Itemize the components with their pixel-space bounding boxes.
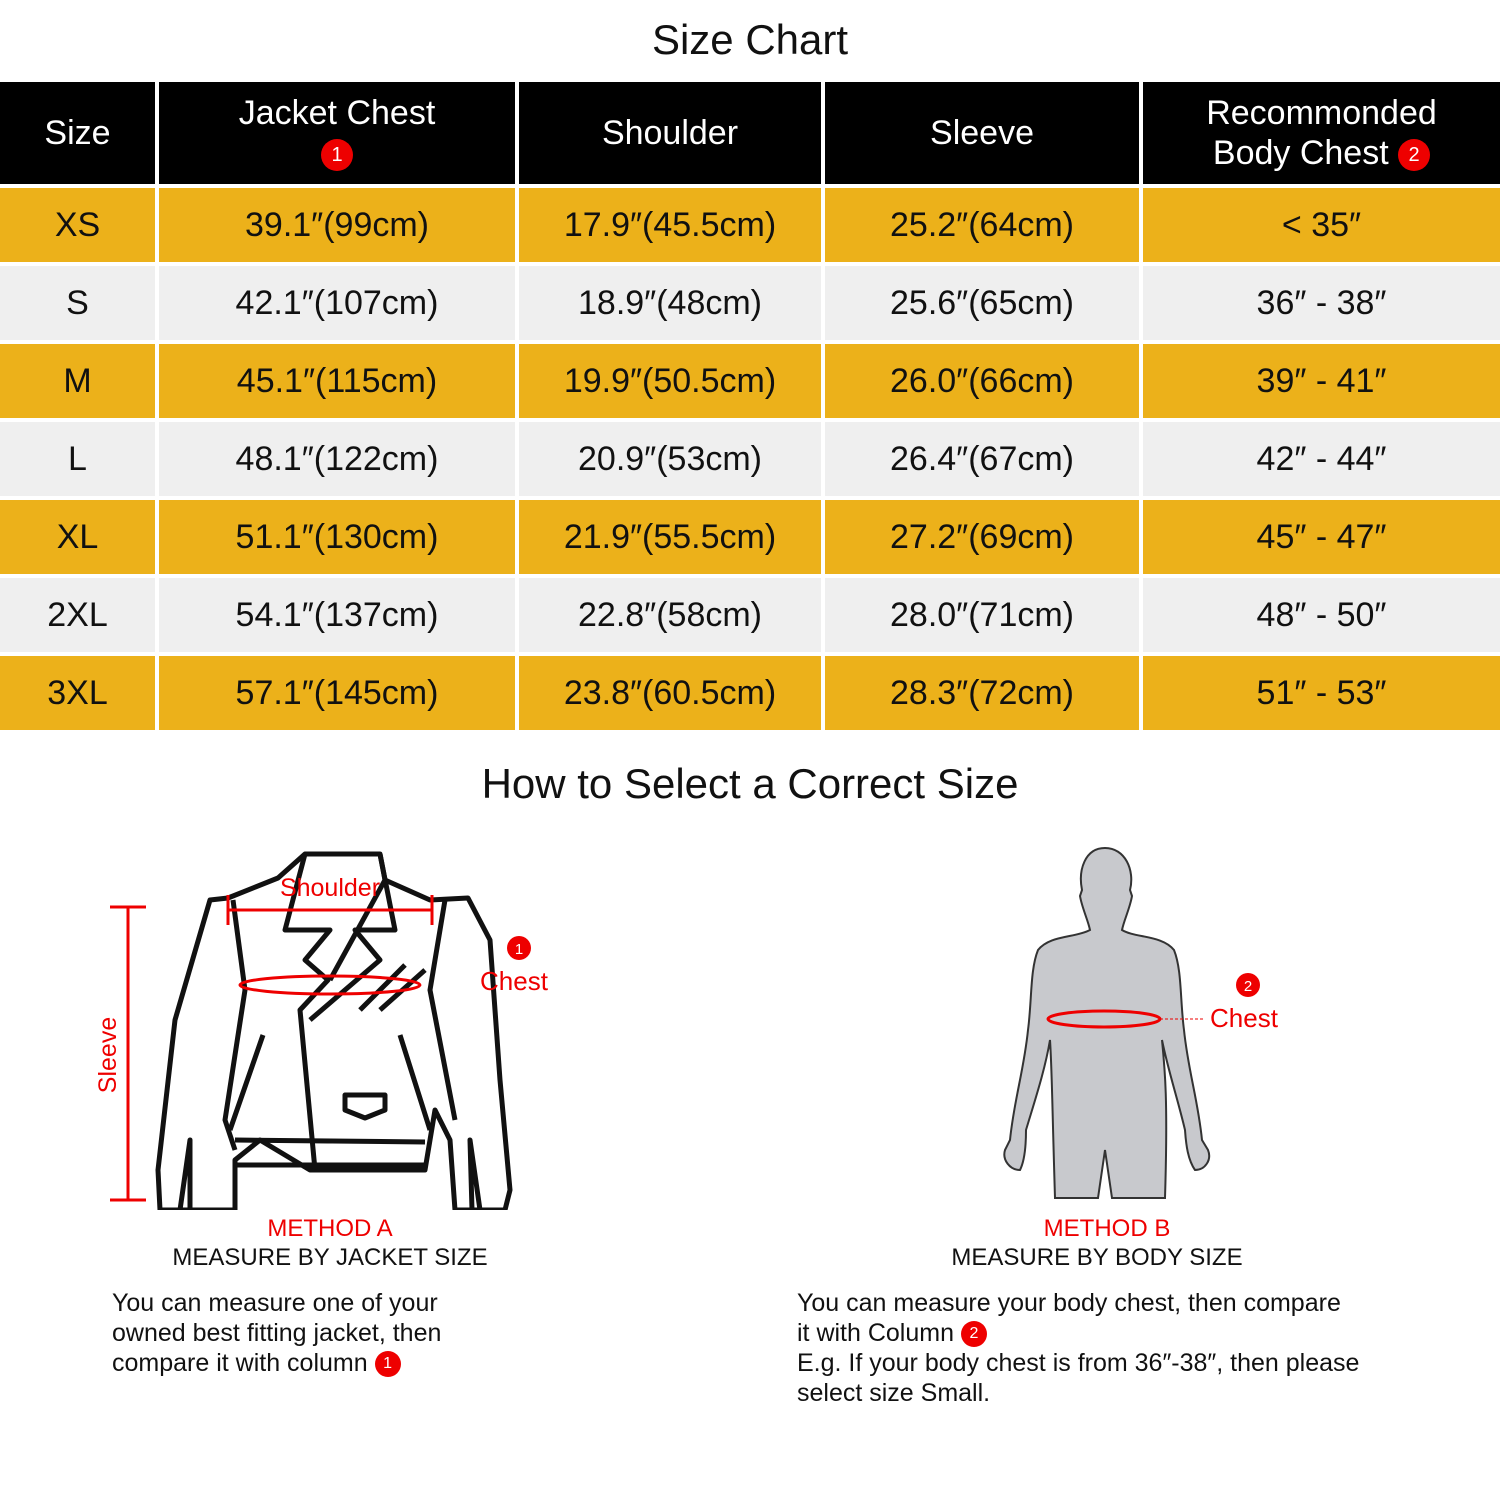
cell-size: XL <box>0 500 155 574</box>
method-a-desc-text: compare it with column <box>112 1349 368 1377</box>
cell-size: 2XL <box>0 578 155 652</box>
cell-body: < 35″ <box>1143 188 1500 262</box>
jacket-chest-label: Chest <box>480 966 549 996</box>
badge-1: 1 <box>374 1351 401 1378</box>
cell-sleeve: 26.4″(67cm) <box>825 422 1139 496</box>
page-title: Size Chart <box>651 16 849 63</box>
method-a-desc-line: compare it with column 1 <box>112 1348 441 1378</box>
guide-title: How to Select a Correct Size <box>481 760 1019 807</box>
method-b-title: METHOD B <box>1043 1215 1171 1242</box>
cell-shoulder: 20.9″(53cm) <box>519 422 821 496</box>
header-shoulder: Shoulder <box>519 82 821 184</box>
chest-measure-ellipse <box>238 974 422 996</box>
body-badge-text: 2 <box>1244 978 1252 995</box>
cell-body: 36″ - 38″ <box>1143 266 1500 340</box>
method-a-title: METHOD A <box>267 1215 393 1242</box>
cell-chest: 39.1″(99cm) <box>159 188 515 262</box>
header-size: Size <box>0 82 155 184</box>
table-row: XS 39.1″(99cm) 17.9″(45.5cm) 25.2″(64cm) < 3… <box>0 188 1500 262</box>
cell-chest: 57.1″(145cm) <box>159 656 515 730</box>
table-row: 2XL 54.1″(137cm) 22.8″(58cm) 28.0″(71cm) 48″… <box>0 578 1500 652</box>
cell-chest: 51.1″(130cm) <box>159 500 515 574</box>
cell-body: 42″ - 44″ <box>1143 422 1500 496</box>
method-b-desc-line: You can measure your body chest, then co… <box>797 1289 1341 1317</box>
table-row: L 48.1″(122cm) 20.9″(53cm) 26.4″(67cm) 42″ -… <box>0 422 1500 496</box>
cell-sleeve: 25.6″(65cm) <box>825 266 1139 340</box>
cell-sleeve: 26.0″(66cm) <box>825 344 1139 418</box>
cell-body: 45″ - 47″ <box>1143 500 1500 574</box>
cell-shoulder: 21.9″(55.5cm) <box>519 500 821 574</box>
table-row: M 45.1″(115cm) 19.9″(50.5cm) 26.0″(66cm) 39″… <box>0 344 1500 418</box>
cell-sleeve: 27.2″(69cm) <box>825 500 1139 574</box>
method-b-desc-line: E.g. If your body chest is from 36″-38″,… <box>797 1349 1360 1377</box>
body-chest-label: Chest <box>1210 1003 1279 1033</box>
cell-sleeve: 28.0″(71cm) <box>825 578 1139 652</box>
header-rec-line2: Body Chest <box>1212 134 1389 172</box>
method-b-desc-line: it with Column 2 <box>797 1318 1359 1348</box>
cell-size: L <box>0 422 155 496</box>
method-b-desc-text: it with Column <box>797 1319 954 1347</box>
badge-1-icon <box>507 936 531 960</box>
cell-body: 48″ - 50″ <box>1143 578 1500 652</box>
cell-shoulder: 22.8″(58cm) <box>519 578 821 652</box>
cell-shoulder: 23.8″(60.5cm) <box>519 656 821 730</box>
jacket-outline-icon <box>155 851 513 1210</box>
cell-chest: 45.1″(115cm) <box>159 344 515 418</box>
badge-2: 2 <box>960 1321 987 1348</box>
badge-2: 2 <box>1398 139 1431 172</box>
method-a-desc-line: owned best fitting jacket, then <box>112 1319 442 1347</box>
badge-1: 1 <box>321 139 353 172</box>
header-rec-line1: Recommonded <box>1206 94 1437 132</box>
cell-chest: 54.1″(137cm) <box>159 578 515 652</box>
method-b-subtitle: MEASURE BY BODY SIZE <box>951 1244 1243 1271</box>
method-a-description: You can measure one of your owned best f… <box>112 1288 441 1378</box>
body-silhouette-icon <box>1003 846 1211 1199</box>
jacket-illustration: Shoulder Sleeve 1 Chest <box>94 851 549 1210</box>
cell-shoulder: 18.9″(48cm) <box>519 266 821 340</box>
method-b-desc-line: select size Small. <box>797 1379 991 1407</box>
method-a-subtitle: MEASURE BY JACKET SIZE <box>172 1244 488 1271</box>
shoulder-label: Shoulder <box>280 874 380 902</box>
header-jacket-chest: Jacket Chest 1 <box>159 82 515 184</box>
badge-2-icon <box>1236 973 1260 997</box>
cell-chest: 42.1″(107cm) <box>159 266 515 340</box>
jacket-badge-text: 1 <box>515 941 523 958</box>
cell-chest: 48.1″(122cm) <box>159 422 515 496</box>
cell-shoulder: 19.9″(50.5cm) <box>519 344 821 418</box>
cell-sleeve: 28.3″(72cm) <box>825 656 1139 730</box>
table-row: XL 51.1″(130cm) 21.9″(55.5cm) 27.2″(69cm) 45… <box>0 500 1500 574</box>
cell-size: XS <box>0 188 155 262</box>
cell-size: M <box>0 344 155 418</box>
cell-shoulder: 17.9″(45.5cm) <box>519 188 821 262</box>
cell-sleeve: 25.2″(64cm) <box>825 188 1139 262</box>
header-recommended-body-chest: Recommonded Body Chest 2 <box>1143 82 1500 184</box>
cell-body: 51″ - 53″ <box>1143 656 1500 730</box>
sleeve-label: Sleeve <box>94 1017 122 1093</box>
method-b-description: You can measure your body chest, then co… <box>797 1288 1359 1408</box>
size-table: Size Jacket Chest 1 Shoulder Sleeve Recom… <box>0 78 1500 734</box>
table-header: Size Jacket Chest 1 Shoulder Sleeve Recom… <box>0 82 1500 184</box>
table-row: S 42.1″(107cm) 18.9″(48cm) 25.6″(65cm) 36″ -… <box>0 266 1500 340</box>
header-jacket-chest-label: Jacket Chest <box>238 94 436 132</box>
cell-body: 39″ - 41″ <box>1143 344 1500 418</box>
header-sleeve: Sleeve <box>825 82 1139 184</box>
body-illustration: 2 Chest <box>1003 846 1279 1199</box>
table-row: 3XL 57.1″(145cm) 23.8″(60.5cm) 28.3″(72cm) 5… <box>0 656 1500 730</box>
cell-size: S <box>0 266 155 340</box>
cell-size: 3XL <box>0 656 155 730</box>
method-a-desc-line: You can measure one of your <box>112 1289 438 1317</box>
